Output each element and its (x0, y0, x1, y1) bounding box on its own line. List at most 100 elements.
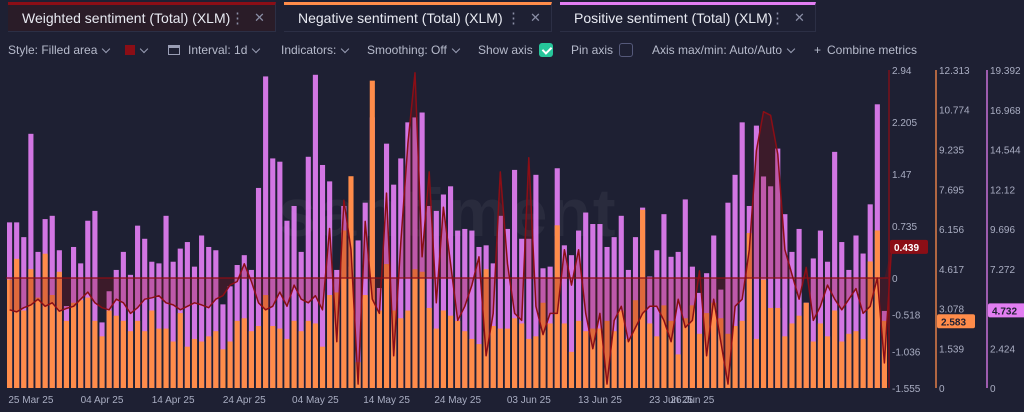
show-axis-toggle[interactable]: Show axis (478, 43, 553, 57)
negative-bar (746, 233, 752, 388)
negative-bar (248, 331, 254, 388)
weighted-axis-tick-label: -0.518 (892, 311, 921, 322)
more-icon[interactable]: ⋮ (506, 10, 521, 27)
positive-bar (255, 187, 262, 388)
pin-axis-toggle[interactable]: Pin axis (571, 43, 634, 57)
negative-bar (277, 328, 283, 388)
smoothing-dropdown[interactable]: Smoothing: Off (367, 43, 461, 57)
positive-bar (675, 251, 681, 388)
negative-bar (270, 326, 276, 388)
x-tick-label: 03 Jun 25 (507, 395, 551, 406)
close-icon[interactable]: ✕ (254, 10, 265, 25)
negative-bar (405, 310, 411, 388)
negative-bar (654, 336, 660, 388)
positive-bar (241, 255, 247, 388)
negative-bar (483, 269, 489, 388)
positive-bar (554, 168, 560, 388)
negative-bar (113, 315, 119, 388)
negative-bar (291, 320, 297, 388)
negative-bar (640, 209, 646, 388)
positive-bar (853, 235, 859, 388)
positive-bar (753, 125, 759, 388)
weighted-axis-tick-label: 0 (892, 274, 898, 285)
positive-bar (341, 205, 347, 388)
positive-current-value: 4.732 (992, 306, 1017, 317)
show-axis-checkbox[interactable] (538, 43, 553, 57)
negative-bar (732, 326, 738, 388)
pin-axis-checkbox[interactable] (619, 43, 634, 57)
negative-axis-tick-label: 12.313 (939, 66, 970, 77)
negative-bar (810, 341, 816, 388)
x-tick-label: 04 Apr 25 (81, 395, 124, 406)
tab-positive-sentiment[interactable]: Positive sentiment (Total) (XLM) ⋮ ✕ (560, 2, 816, 32)
combine-metrics-button[interactable]: + Combine metrics (814, 43, 917, 57)
indicators-dropdown[interactable]: Indicators: (281, 43, 350, 57)
positive-bar (213, 250, 219, 388)
positive-bar (327, 181, 333, 388)
metric-tabs: Weighted sentiment (Total) (XLM) ⋮ ✕ Neg… (0, 0, 1024, 36)
negative-bar (497, 328, 503, 388)
x-tick-label: 26 Jun 25 (670, 395, 714, 406)
positive-bar (156, 263, 162, 388)
negative-bar (462, 331, 468, 388)
positive-bar (832, 151, 838, 388)
negative-bar (568, 351, 575, 388)
positive-bar (732, 174, 738, 388)
axis-maxmin-dropdown[interactable]: Axis max/min: Auto/Auto (652, 43, 796, 57)
negative-bar (647, 323, 653, 388)
negative-bar (191, 338, 198, 388)
negative-bar (348, 176, 354, 388)
weighted-current-badge (890, 239, 928, 254)
color-picker[interactable] (125, 43, 149, 57)
positive-bar (817, 230, 823, 388)
show-axis-label: Show axis (478, 43, 533, 57)
positive-bar (362, 202, 368, 388)
tab-negative-sentiment[interactable]: Negative sentiment (Total) (XLM) ⋮ ✕ (284, 2, 552, 32)
negative-bar (625, 338, 631, 388)
positive-bar (398, 158, 404, 388)
negative-bar (696, 333, 703, 388)
positive-bar (654, 250, 660, 388)
weighted-axis-tick-label: 2.205 (892, 118, 917, 129)
negative-bar (419, 271, 425, 388)
negative-bar (675, 354, 681, 388)
interval-dropdown[interactable]: Interval: 1d (168, 43, 261, 57)
close-icon[interactable]: ✕ (530, 10, 541, 25)
positive-bar (739, 122, 745, 389)
negative-bar (433, 328, 439, 388)
negative-axis-tick-label: 10.774 (939, 106, 970, 117)
positive-bar (199, 235, 205, 388)
positive-axis-tick-label: 12.12 (990, 185, 1015, 196)
negative-bar (768, 307, 774, 388)
positive-bar (35, 251, 41, 388)
positive-bar (220, 304, 226, 388)
weighted-area (9, 72, 892, 385)
negative-bar (704, 313, 710, 388)
weighted-axis-tick-label: -1.036 (892, 347, 921, 358)
style-dropdown[interactable]: Style: Filled area (8, 43, 111, 57)
tab-weighted-sentiment[interactable]: Weighted sentiment (Total) (XLM) ⋮ ✕ (8, 2, 276, 32)
x-axis: 25 Mar 25 04 Apr 25 14 Apr 25 24 Apr 25 04 M… (8, 395, 714, 406)
close-icon[interactable]: ✕ (794, 10, 805, 25)
weighted-axis-tick-label: -1.555 (892, 384, 921, 395)
negative-axis-tick-label: 0 (939, 384, 945, 395)
positive-bar (106, 291, 112, 388)
interval-label: Interval: 1d (188, 43, 248, 57)
negative-bar (334, 292, 340, 388)
more-icon[interactable]: ⋮ (230, 10, 245, 27)
negative-bar (554, 225, 560, 388)
positive-bar (775, 148, 781, 388)
positive-bar (469, 230, 475, 388)
positive-bar (206, 246, 212, 388)
positive-bar (92, 210, 98, 388)
negative-current-value: 2.583 (941, 317, 966, 328)
positive-bar (604, 246, 610, 388)
negative-bar (184, 346, 190, 388)
more-icon[interactable]: ⋮ (770, 10, 785, 27)
negative-bar (42, 253, 48, 388)
positive-bar (704, 273, 710, 388)
x-tick-label: 25 Mar 25 (8, 395, 53, 406)
negative-axis-tick-label: 9.235 (939, 145, 964, 156)
negative-bar (789, 323, 795, 388)
positive-bar (63, 306, 70, 388)
